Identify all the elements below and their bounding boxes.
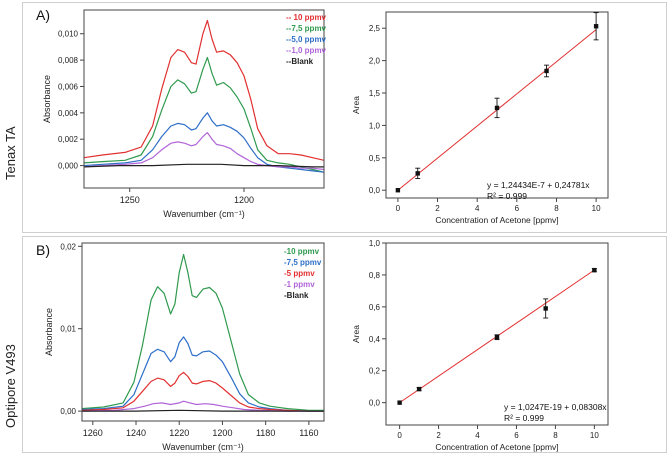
y-tick-label: 0,5 <box>369 154 381 163</box>
x-axis-label: Concentration of Acetone [ppmv] <box>435 215 558 225</box>
y-tick-label: 0,00 <box>60 407 76 416</box>
y-tick-label: 1,0 <box>369 239 381 248</box>
y-tick-label: 0,002 <box>58 135 79 144</box>
series-line-7-5-ppmv <box>81 336 324 412</box>
x-tick-label: 6 <box>514 431 519 440</box>
x-tick-label: 1160 <box>299 428 318 438</box>
legend-entry: -5 ppmv <box>284 269 315 278</box>
y-tick-label: 0,004 <box>58 109 79 118</box>
legend-entry: -7,5 ppmv <box>284 258 322 267</box>
y-tick-label: 1,5 <box>369 89 381 98</box>
x-tick-label: 2 <box>435 204 440 213</box>
row-b-frame <box>22 236 667 453</box>
series-line-blank <box>82 409 324 412</box>
row-a-frame <box>22 2 667 233</box>
y-tick-label: 0,01 <box>60 325 76 334</box>
series-line-1-0-ppmv <box>83 132 325 171</box>
x-tick-label: 10 <box>590 431 599 440</box>
fit-equation: R² = 0.999 <box>487 191 527 201</box>
y-tick-label: 0,000 <box>58 162 79 171</box>
panel-label-a: A) <box>36 7 50 23</box>
x-tick-label: 0 <box>396 204 401 213</box>
series-line-5-ppmv <box>81 371 324 412</box>
legend-entry: -10 ppmv <box>284 247 320 256</box>
x-tick-label: 8 <box>554 204 559 213</box>
fit-equation: y = 1,0247E-19 + 0,08308x <box>504 402 607 412</box>
y-tick-label: 2,0 <box>369 57 381 66</box>
x-tick-label: 0 <box>397 431 402 440</box>
series-line-10-ppmv <box>81 253 324 411</box>
legend-entry: --Blank <box>286 57 314 66</box>
fit-equation: y = 1,24434E-7 + 0,24781x <box>487 180 590 190</box>
plot-frame <box>81 242 325 422</box>
y-axis-label: Absorbance <box>44 308 54 356</box>
x-tick-label: 1200 <box>234 195 254 205</box>
data-point <box>494 105 500 111</box>
y-tick-label: 0,0 <box>369 186 381 195</box>
y-tick-label: 0,008 <box>58 56 79 65</box>
y-tick-label: 1,0 <box>369 121 381 130</box>
y-tick-label: 0,0 <box>369 399 381 408</box>
data-point <box>544 68 549 74</box>
y-tick-label: 0,6 <box>369 303 381 312</box>
x-tick-label: 1180 <box>256 428 275 438</box>
series-line-10-ppmv <box>83 19 325 161</box>
plot-frame <box>385 11 609 199</box>
x-tick-label: 4 <box>475 431 480 440</box>
panel-label-b: B) <box>36 242 50 258</box>
data-point <box>397 400 402 405</box>
x-tick-label: 1240 <box>126 428 146 438</box>
fit-equation: R² = 0.999 <box>504 413 544 423</box>
x-tick-label: 6 <box>515 204 520 213</box>
x-tick-label: 2 <box>436 431 441 440</box>
chart-a-calibration: 0 2 4 6 8 10 0,0 0,5 1,0 1,5 2,0 2,5 Concentration o… <box>351 11 609 225</box>
legend-entry: -Blank <box>284 291 309 300</box>
x-tick-label: 8 <box>553 431 558 440</box>
y-axis-label: Absorbance <box>42 75 52 123</box>
y-tick-label: 0,010 <box>58 30 79 39</box>
row-label-tenax: Tenax TA <box>3 126 18 180</box>
y-tick-label: 0,4 <box>369 335 381 344</box>
data-point <box>415 171 420 176</box>
y-tick-label: 0,2 <box>369 367 381 376</box>
x-tick-label: 1260 <box>83 428 103 438</box>
y-tick-label: 0,8 <box>369 271 381 280</box>
data-point <box>395 188 401 193</box>
series-line-1-ppmv <box>81 400 324 412</box>
chart-b-calibration: 0 2 4 6 8 10 0,0 0,2 0,4 0,6 0,8 1,0 Concentration o… <box>351 239 609 452</box>
x-tick-label: 4 <box>475 204 480 213</box>
data-point <box>494 334 500 340</box>
y-tick-label: 0,02 <box>60 242 76 251</box>
chart-a-spectrum: 1250 1200 0,000 0,002 0,004 0,006 0,008 0,010 Wa… <box>42 9 327 219</box>
x-tick-label: 1250 <box>120 195 140 205</box>
data-point <box>592 267 597 273</box>
plot-frame <box>385 242 609 426</box>
legend-entry: -1 ppmv <box>284 280 315 289</box>
row-label-optipore: Optipore V493 <box>3 344 18 428</box>
data-point <box>416 386 422 392</box>
legend-entry: -- 10 ppmv <box>286 13 327 22</box>
x-tick-label: 1200 <box>212 428 232 438</box>
row-label-strip <box>0 0 22 455</box>
y-tick-label: 2,5 <box>369 24 381 33</box>
plot-frame <box>83 9 325 189</box>
x-axis-label: Wavenumber (cm⁻¹) <box>163 209 244 219</box>
x-tick-label: 10 <box>592 204 601 213</box>
legend-entry: --5,0 ppmv <box>286 35 327 44</box>
series-line-blank <box>83 163 324 168</box>
series-line-7-5-ppmv <box>83 56 325 173</box>
data-point <box>543 306 548 311</box>
legend-entry: --1,0 ppmv <box>286 46 327 55</box>
x-axis-label: Concentration of Acetone [ppmv] <box>435 442 558 452</box>
y-axis-label: Area <box>351 96 361 114</box>
chart-b-spectrum: 1260 1240 1220 1200 1180 1160 0,00 0,01 0,02 Wave… <box>44 242 325 452</box>
x-axis-label: Wavenumber (cm⁻¹) <box>162 442 243 452</box>
y-tick-label: 0,006 <box>58 82 79 91</box>
x-tick-label: 1220 <box>169 428 189 438</box>
legend-entry: --7,5 ppmv <box>286 24 327 33</box>
data-point <box>593 24 599 29</box>
y-axis-label: Area <box>351 325 361 343</box>
